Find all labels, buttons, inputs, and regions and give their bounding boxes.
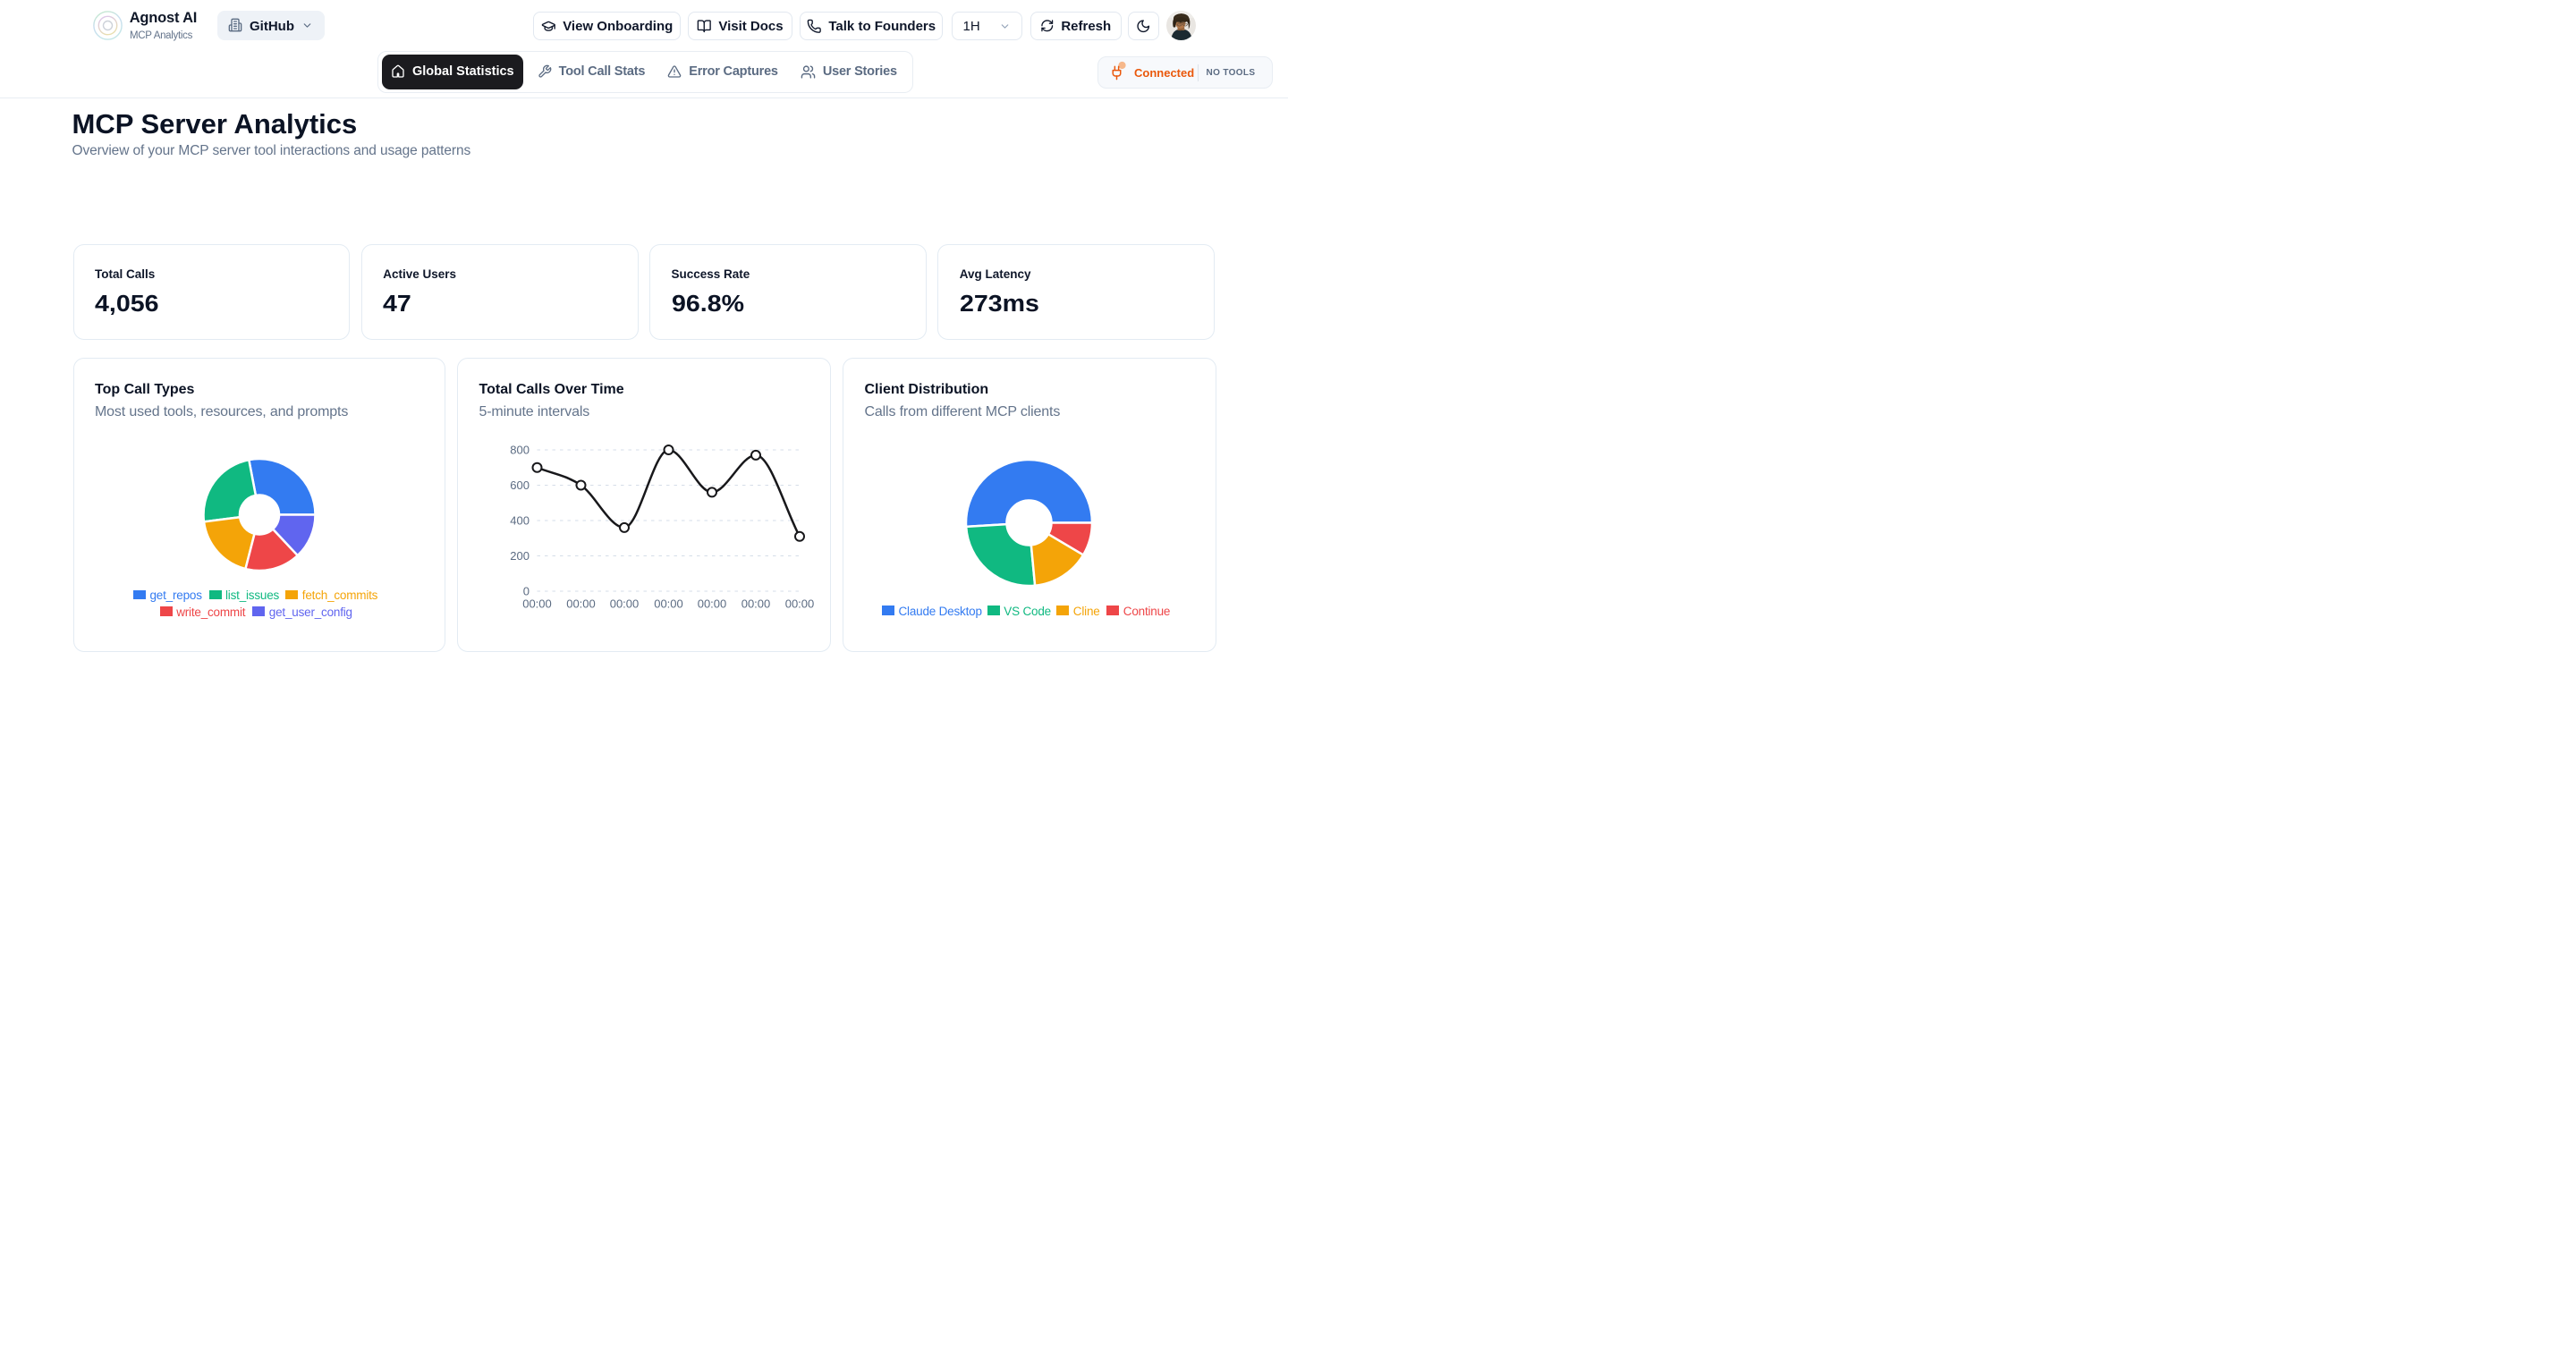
svg-text:200: 200: [510, 549, 530, 563]
svg-text:800: 800: [510, 444, 530, 457]
svg-text:0: 0: [523, 585, 530, 598]
svg-text:00:00: 00:00: [566, 597, 596, 611]
svg-text:00:00: 00:00: [610, 597, 640, 611]
svg-text:600: 600: [510, 479, 530, 492]
svg-text:00:00: 00:00: [785, 597, 815, 611]
svg-text:00:00: 00:00: [698, 597, 727, 611]
svg-text:00:00: 00:00: [522, 597, 552, 611]
svg-text:400: 400: [510, 514, 530, 528]
svg-text:00:00: 00:00: [741, 597, 771, 611]
svg-text:00:00: 00:00: [654, 597, 683, 611]
